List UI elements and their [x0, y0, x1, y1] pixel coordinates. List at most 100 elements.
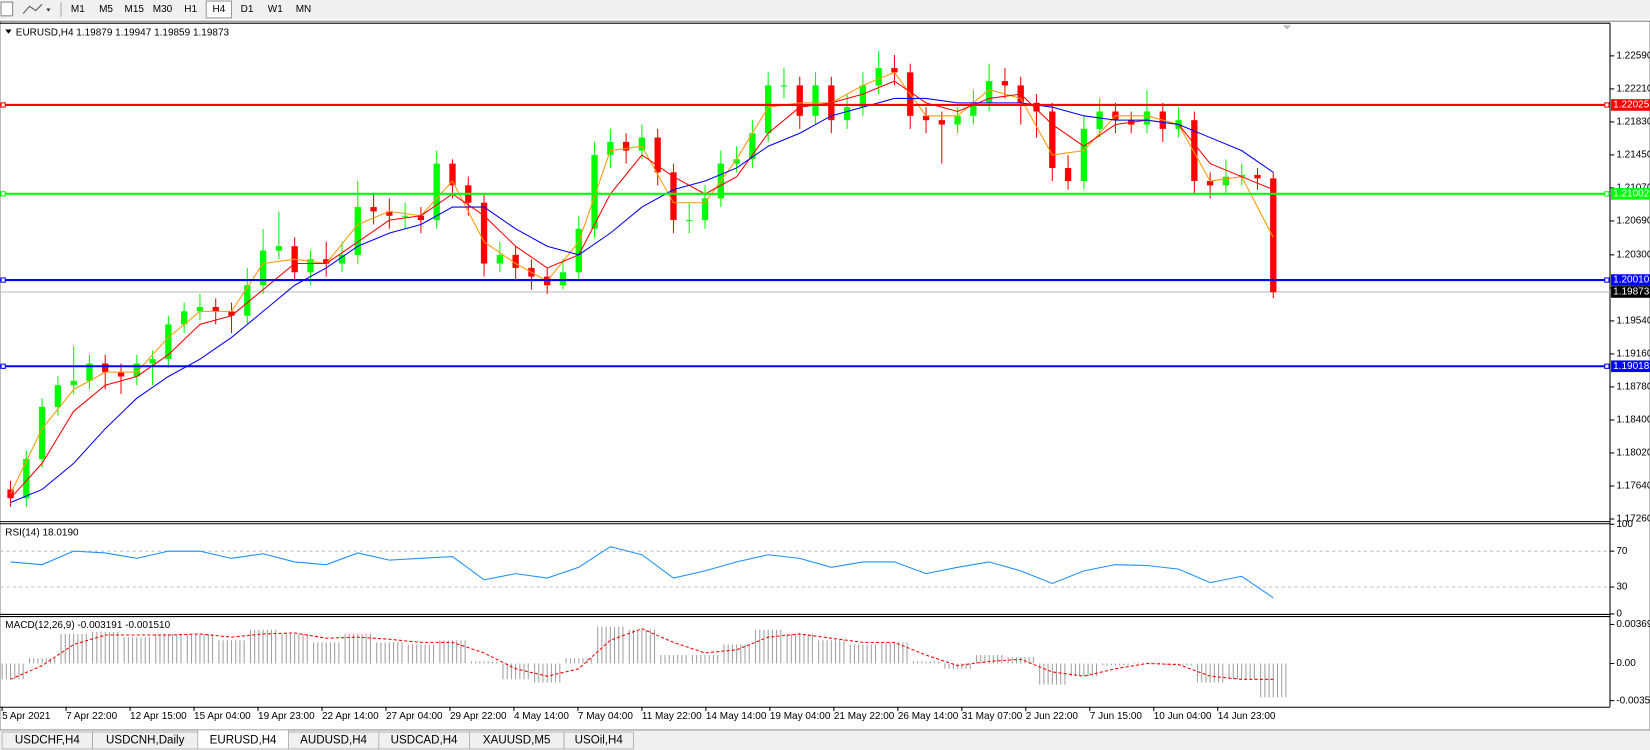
y-tick-label: 1.22210 — [1616, 84, 1650, 95]
candle-body — [622, 141, 630, 151]
tab-label[interactable]: EURUSD,H4 — [210, 735, 277, 747]
y-tick-label: 70 — [1616, 546, 1628, 557]
timeframe-button[interactable]: M15 — [125, 4, 145, 15]
candle-body — [401, 215, 409, 217]
tab[interactable] — [563, 731, 634, 750]
candle-body — [1222, 176, 1230, 186]
level-anchor — [0, 277, 6, 283]
y-tick-label: 0.00 — [1616, 658, 1636, 669]
moving-average — [10, 80, 1274, 499]
x-tick-label: 31 May 07:00 — [962, 711, 1023, 722]
x-tick-label: 14 May 14:00 — [706, 711, 767, 722]
candle-body — [780, 85, 788, 87]
y-tick-label: 1.17640 — [1616, 481, 1650, 492]
candle-body — [1001, 81, 1009, 86]
candle-body — [796, 85, 803, 116]
candle-body — [970, 102, 977, 116]
level-anchor — [1604, 191, 1610, 197]
candle-body — [149, 359, 156, 364]
level-label: 1.22025 — [1613, 100, 1650, 111]
tab-label[interactable]: USOil,H4 — [575, 735, 624, 747]
candle-body — [1064, 167, 1072, 182]
moving-average — [10, 97, 1274, 504]
x-tick-label: 29 Apr 22:00 — [450, 711, 507, 722]
x-tick-label: 7 May 04:00 — [578, 711, 633, 722]
x-tick-label: 2 Jun 22:00 — [1026, 711, 1079, 722]
candle-body — [7, 489, 14, 499]
candle-body — [859, 85, 867, 108]
toolbar-icon[interactable] — [0, 1, 14, 17]
candle-body — [575, 228, 582, 273]
timeframe-button[interactable]: W1 — [268, 4, 283, 15]
timeframe-button[interactable]: M30 — [153, 4, 173, 15]
candle-body — [433, 163, 440, 221]
x-tick-label: 27 Apr 04:00 — [386, 711, 443, 722]
x-tick-label: 11 May 22:00 — [642, 711, 702, 722]
current-price-label-bg — [1611, 286, 1650, 298]
level-label: 1.21002 — [1613, 188, 1650, 199]
level-label-bg — [1611, 274, 1650, 286]
candle-body — [607, 141, 614, 155]
candle-body — [1049, 111, 1056, 168]
level-anchor — [0, 363, 6, 369]
level-anchor — [0, 191, 6, 197]
candle-body — [1270, 178, 1277, 293]
timeframe-button[interactable]: D1 — [241, 4, 254, 15]
x-tick-label: 10 Jun 04:00 — [1154, 711, 1212, 722]
timeframe-button[interactable]: H1 — [184, 4, 197, 15]
candle-body — [1096, 111, 1103, 129]
chart-menu-arrow[interactable] — [5, 29, 12, 34]
candle-body — [591, 154, 598, 229]
tab-label[interactable]: XAUUSD,M5 — [483, 735, 550, 747]
timeframe-button[interactable]: M1 — [71, 4, 85, 15]
candle-body — [954, 115, 961, 125]
candle-body — [512, 254, 519, 268]
level-label: 1.20010 — [1613, 275, 1650, 286]
x-tick-label: 15 Apr 04:00 — [194, 711, 251, 722]
candle-body — [307, 259, 314, 273]
candle-body — [749, 133, 756, 160]
level-label: 1.19018 — [1613, 361, 1650, 372]
candle-body — [843, 107, 851, 121]
tab-label[interactable]: USDCAD,H4 — [391, 735, 458, 747]
dropdown-arrow[interactable] — [46, 8, 51, 12]
x-tick-label: 14 Jun 23:00 — [1218, 711, 1276, 722]
toolbar-icon[interactable] — [22, 3, 43, 15]
symbol: EURUSD,H4 — [16, 27, 74, 38]
y-tick-label: 1.18400 — [1616, 415, 1650, 426]
candle-body — [986, 81, 993, 103]
candle-body — [1080, 128, 1088, 182]
tab-label[interactable]: USDCHF,H4 — [15, 735, 80, 747]
candle-body — [496, 254, 503, 264]
tab-label[interactable]: AUDUSD,H4 — [300, 735, 367, 747]
shift-marker — [1282, 25, 1292, 30]
x-tick-label: 7 Apr 22:00 — [66, 711, 118, 722]
candle-body — [559, 272, 567, 286]
current-price-label: 1.19873 — [1613, 287, 1650, 298]
timeframe-button[interactable]: H4 — [212, 4, 225, 15]
candle-body — [275, 246, 283, 251]
moving-average — [10, 71, 1274, 495]
chart-header: EURUSD,H4 1.19879 1.19947 1.19859 1.1987… — [16, 27, 230, 38]
timeframe-button[interactable]: MN — [296, 4, 312, 15]
x-tick-label: 12 Apr 15:00 — [130, 711, 187, 722]
y-tick-label: 1.17260 — [1616, 514, 1650, 525]
timeframe-button[interactable]: M5 — [99, 4, 113, 15]
y-tick-label: 1.20300 — [1616, 249, 1650, 260]
candle-body — [480, 202, 488, 264]
rsi-title: RSI(14) 18.0190 — [5, 527, 79, 538]
level-label-bg — [1611, 99, 1650, 111]
candle-body — [1191, 120, 1198, 182]
toolbar — [0, 0, 1650, 19]
macd-title: MACD(12,26,9) -0.003191 -0.001510 — [5, 620, 170, 631]
tab-label[interactable]: USDCNH,Daily — [106, 735, 185, 747]
x-tick-label: 4 May 14:00 — [514, 711, 569, 722]
y-tick-label: -0.00352 — [1616, 695, 1650, 706]
candle-body — [228, 311, 235, 316]
x-tick-label: 5 Apr 2021 — [2, 711, 51, 722]
macd-signal — [10, 628, 1274, 680]
rsi-line — [10, 546, 1274, 599]
candle-body — [1254, 174, 1261, 179]
